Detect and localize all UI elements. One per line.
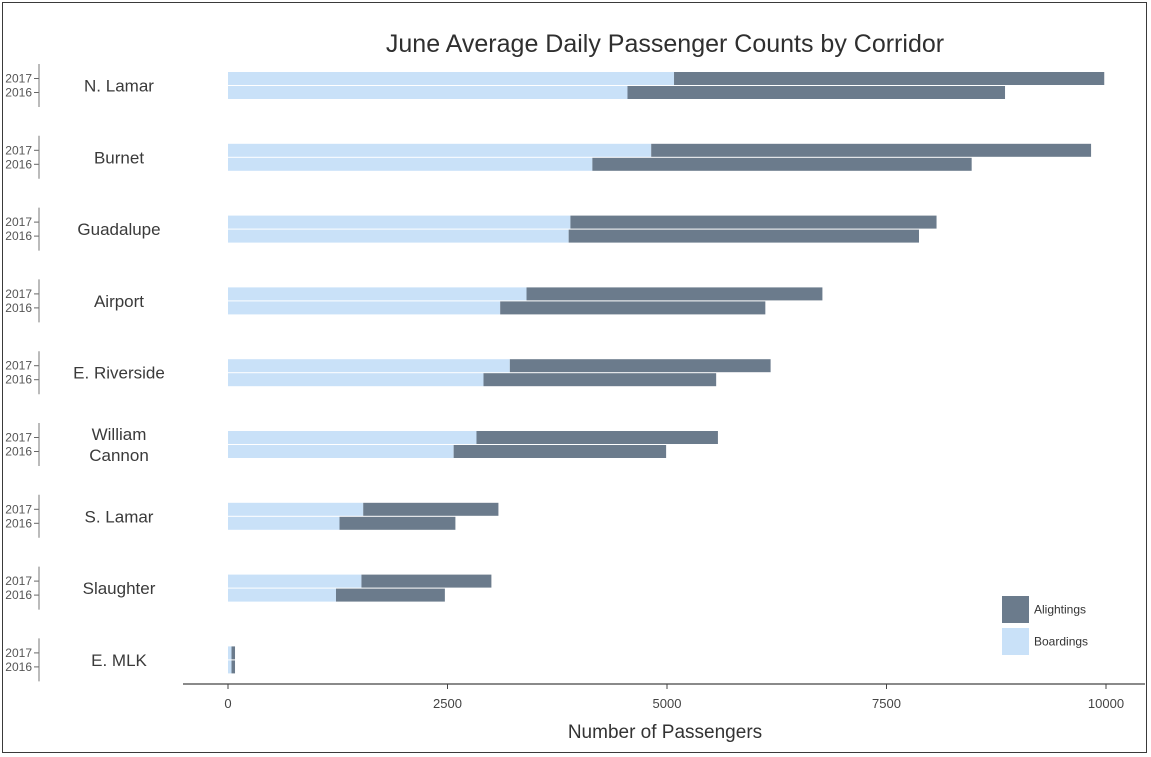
bar-alightings-n-lamar-2016 <box>627 86 1006 99</box>
year-label-burnet-2016: 2016 <box>5 157 32 171</box>
bar-boardings-william-cannon-2017 <box>228 431 477 444</box>
bar-boardings-e-riverside-2017 <box>228 359 510 373</box>
bar-boardings-s-lamar-2017 <box>228 502 364 516</box>
x-ticks-group: 0 2500 5000 7500 10000 <box>224 684 1124 711</box>
bar-alightings-burnet-2017 <box>651 143 1092 157</box>
year-label-e-mlk-2016: 2016 <box>5 660 32 674</box>
year-label-guadalupe-2016: 2016 <box>5 229 32 243</box>
x-tick-label-0: 0 <box>224 696 231 711</box>
year-label-slaughter-2017: 2017 <box>5 574 32 588</box>
bar-boardings-e-mlk-2017 <box>228 646 232 660</box>
x-axis-label: Number of Passengers <box>568 722 762 743</box>
bar-alightings-e-mlk-2017 <box>231 646 236 660</box>
bar-boardings-n-lamar-2016 <box>228 86 628 99</box>
corridor-label-s-lamar: S. Lamar <box>85 507 154 526</box>
x-tick-label-2500: 2500 <box>433 696 462 711</box>
bar-alightings-slaughter-2016 <box>335 588 445 602</box>
year-label-s-lamar-2017: 2017 <box>5 502 32 516</box>
year-label-e-riverside-2017: 2017 <box>5 359 32 373</box>
corridor-label-william-cannon-line1: William <box>92 425 147 444</box>
legend-label-boardings: Boardings <box>1034 635 1088 649</box>
bar-boardings-n-lamar-2017 <box>228 72 675 85</box>
year-label-s-lamar-2016: 2016 <box>5 516 32 530</box>
bar-boardings-e-riverside-2016 <box>228 373 484 387</box>
bar-alightings-e-riverside-2016 <box>483 373 717 387</box>
year-label-william-cannon-2016: 2016 <box>5 445 32 459</box>
corridor-label-e-riverside: E. Riverside <box>73 364 165 383</box>
corridor-label-guadalupe: Guadalupe <box>77 220 160 239</box>
year-label-e-mlk-2017: 2017 <box>5 646 32 660</box>
bar-alightings-airport-2016 <box>500 301 766 315</box>
bar-boardings-airport-2016 <box>228 301 501 315</box>
corridor-label-airport: Airport <box>94 292 144 311</box>
corridor-label-burnet: Burnet <box>94 148 144 167</box>
bar-boardings-burnet-2017 <box>228 143 652 157</box>
bar-alightings-e-riverside-2017 <box>509 359 771 373</box>
bar-alightings-n-lamar-2017 <box>674 72 1105 85</box>
chart-title: June Average Daily Passenger Counts by C… <box>386 30 944 58</box>
year-label-airport-2016: 2016 <box>5 301 32 315</box>
bar-boardings-airport-2017 <box>228 287 527 301</box>
year-label-william-cannon-2017: 2017 <box>5 431 32 445</box>
legend-swatch-alightings <box>1002 596 1029 623</box>
bars-group <box>228 72 1105 674</box>
corridor-label-william-cannon-line2: Cannon <box>89 446 149 465</box>
x-tick-label-10000: 10000 <box>1088 696 1124 711</box>
bar-boardings-guadalupe-2017 <box>228 215 571 229</box>
legend: Alightings Boardings <box>1002 596 1088 655</box>
corridor-label-n-lamar: N. Lamar <box>84 77 154 96</box>
year-label-slaughter-2016: 2016 <box>5 588 32 602</box>
bar-alightings-e-mlk-2016 <box>231 660 236 674</box>
year-label-airport-2017: 2017 <box>5 287 32 301</box>
corridor-label-e-mlk: E. MLK <box>91 651 147 670</box>
bar-alightings-william-cannon-2016 <box>453 445 667 458</box>
bar-boardings-william-cannon-2016 <box>228 445 454 458</box>
bar-boardings-s-lamar-2016 <box>228 516 340 530</box>
bar-alightings-burnet-2016 <box>592 157 972 171</box>
bar-alightings-s-lamar-2016 <box>339 516 456 530</box>
bar-boardings-slaughter-2017 <box>228 574 362 588</box>
bar-boardings-burnet-2016 <box>228 157 593 171</box>
bar-boardings-guadalupe-2016 <box>228 229 569 243</box>
legend-swatch-boardings <box>1002 628 1029 655</box>
year-label-n-lamar-2017: 2017 <box>5 72 32 86</box>
bar-alightings-airport-2017 <box>526 287 823 301</box>
corridor-label-slaughter: Slaughter <box>83 579 156 598</box>
bar-alightings-guadalupe-2016 <box>568 229 919 243</box>
bar-alightings-william-cannon-2017 <box>476 431 718 444</box>
year-label-guadalupe-2017: 2017 <box>5 215 32 229</box>
bar-alightings-slaughter-2017 <box>361 574 492 588</box>
x-tick-label-5000: 5000 <box>653 696 682 711</box>
x-tick-label-7500: 7500 <box>872 696 901 711</box>
legend-label-alightings: Alightings <box>1034 603 1086 617</box>
year-label-burnet-2017: 2017 <box>5 143 32 157</box>
bar-alightings-guadalupe-2017 <box>570 215 937 229</box>
bar-boardings-e-mlk-2016 <box>228 660 232 674</box>
year-label-n-lamar-2016: 2016 <box>5 86 32 100</box>
year-label-e-riverside-2016: 2016 <box>5 373 32 387</box>
bar-boardings-slaughter-2016 <box>228 588 336 602</box>
bar-alightings-s-lamar-2017 <box>363 502 499 516</box>
